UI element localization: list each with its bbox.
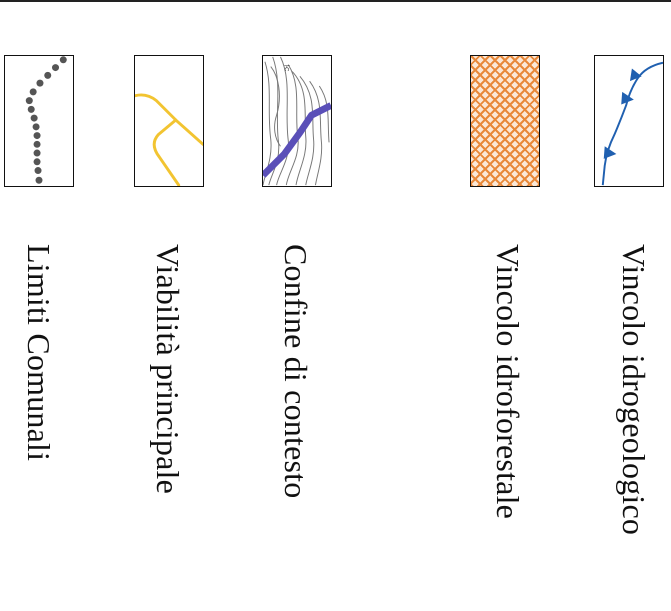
label-viabilita-principale: Viabilità principale <box>150 244 186 494</box>
label-vincolo-idrogeologico: Vincolo idrogeologico <box>616 244 652 536</box>
dotted-boundary-symbol <box>25 56 67 184</box>
label-limiti-comunali: Limiti Comunali <box>21 244 57 462</box>
label-confine-di-contesto: Confine di contesto <box>278 244 314 499</box>
swatch-vincolo-idroforestale <box>470 55 540 187</box>
swatch-viabilita-principale <box>134 55 204 187</box>
road-symbol <box>135 93 203 186</box>
top-border-line <box>0 0 671 2</box>
swatch-limiti-comunali <box>4 55 74 187</box>
swatch-confine-di-contesto: ਨ <box>262 55 332 187</box>
contour-boundary-symbol: ਨ <box>263 56 331 186</box>
label-vincolo-idroforestale: Vincolo idroforestale <box>490 244 526 520</box>
swatch-vincolo-idrogeologico <box>594 55 664 187</box>
hydro-boundary-symbol <box>601 61 663 186</box>
contour-label-text: ਨ <box>283 63 290 73</box>
